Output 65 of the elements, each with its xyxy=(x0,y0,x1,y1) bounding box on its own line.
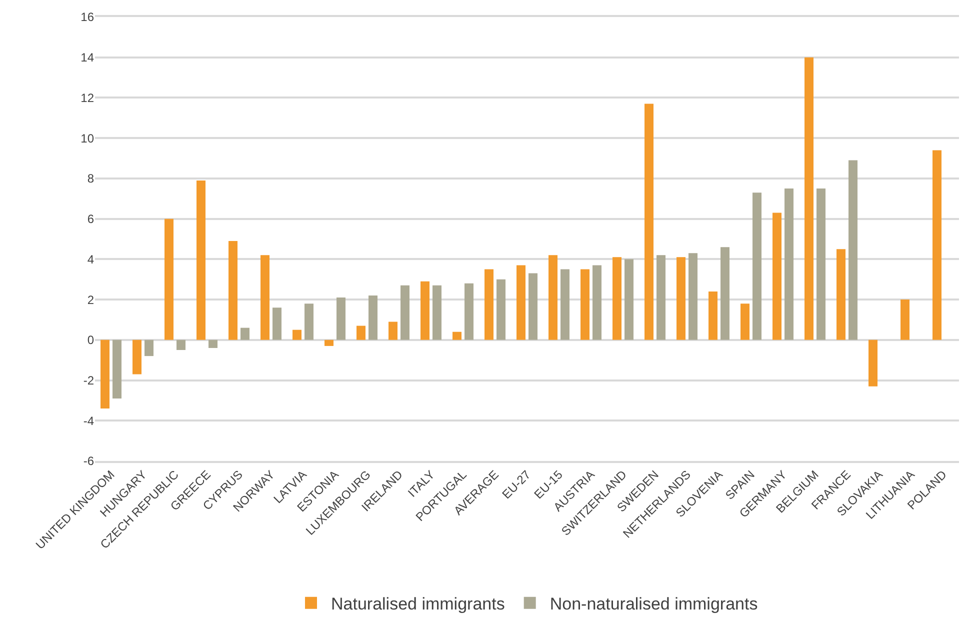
bar xyxy=(176,340,186,350)
bar xyxy=(516,265,526,340)
bar xyxy=(304,304,314,340)
y-tick-label: 8 xyxy=(87,172,94,186)
y-tick-label: 4 xyxy=(87,252,94,266)
bar xyxy=(132,340,142,374)
bar xyxy=(932,150,942,340)
y-tick-label: 6 xyxy=(87,212,94,226)
bar xyxy=(560,269,570,340)
bar xyxy=(784,188,794,340)
bar xyxy=(196,180,206,340)
bar xyxy=(240,328,250,340)
y-tick-label: 10 xyxy=(80,131,94,146)
bar xyxy=(720,247,730,340)
bar xyxy=(144,340,154,356)
bar xyxy=(164,218,174,340)
bar xyxy=(336,298,346,340)
legend-label: Naturalised immigrants xyxy=(331,594,505,614)
bar xyxy=(612,257,622,340)
bar xyxy=(688,253,698,340)
bar xyxy=(496,279,506,340)
bar xyxy=(752,192,762,340)
y-tick-label: 0 xyxy=(87,333,94,348)
bar xyxy=(420,281,430,340)
y-tick-label: 14 xyxy=(80,50,94,65)
bar xyxy=(368,296,378,340)
bar xyxy=(592,265,602,340)
bar xyxy=(464,283,474,340)
bar xyxy=(848,160,858,340)
bar xyxy=(900,300,910,340)
y-tick-label: -6 xyxy=(83,454,94,468)
bar xyxy=(100,340,110,409)
bar xyxy=(644,104,654,340)
bar xyxy=(740,304,750,340)
bar xyxy=(272,308,282,340)
bar xyxy=(484,269,494,340)
bar xyxy=(676,257,686,340)
bar xyxy=(580,269,590,340)
y-tick-label: -2 xyxy=(83,373,94,388)
bar xyxy=(816,188,826,340)
bar xyxy=(228,241,238,340)
bar xyxy=(772,212,782,340)
bar xyxy=(292,330,302,340)
bar xyxy=(656,255,666,340)
bar xyxy=(548,255,558,340)
bar xyxy=(868,340,878,386)
bar xyxy=(528,273,538,340)
bar xyxy=(432,285,442,340)
bar xyxy=(112,340,122,398)
y-tick-label: 16 xyxy=(80,10,94,24)
bar xyxy=(836,249,846,340)
bar xyxy=(356,326,366,340)
bar xyxy=(208,340,218,348)
y-tick-label: 2 xyxy=(87,292,94,307)
bar xyxy=(260,255,270,340)
bar xyxy=(708,291,718,340)
y-tick-label: -4 xyxy=(83,414,94,428)
bar xyxy=(324,340,334,346)
y-tick-label: 12 xyxy=(80,90,94,105)
bar xyxy=(400,285,410,340)
bar xyxy=(388,322,398,340)
legend-label: Non-naturalised immigrants xyxy=(550,594,758,614)
bar xyxy=(452,332,462,340)
bar xyxy=(804,57,814,340)
bar xyxy=(624,259,634,340)
